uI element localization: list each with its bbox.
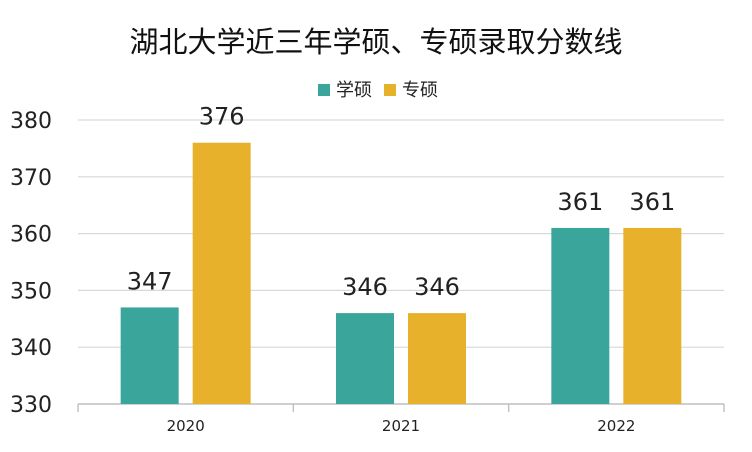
- legend-swatch-zhuanshuo: [384, 84, 396, 96]
- bar-2022-zhuanshuo: [623, 227, 682, 404]
- x-tick-2020: 2020: [167, 417, 205, 435]
- data-label-2020-xueshuo: 347: [127, 267, 173, 295]
- data-labels: 347 376 346 346 361 361: [127, 103, 675, 301]
- data-label-2021-xueshuo: 346: [342, 273, 388, 301]
- bar-2022-xueshuo: [551, 227, 610, 404]
- bar-2020-xueshuo: [120, 307, 179, 404]
- x-tick-2021: 2021: [382, 417, 420, 435]
- y-tick-350: 350: [10, 279, 52, 304]
- bars: [120, 142, 682, 404]
- data-label-2022-zhuanshuo: 361: [629, 188, 675, 216]
- grid-lines: [78, 119, 724, 405]
- legend-swatch-xueshuo: [318, 84, 330, 96]
- legend-label-zhuanshuo: 专硕: [402, 80, 438, 101]
- data-label-2020-zhuanshuo: 376: [199, 103, 245, 131]
- y-tick-360: 360: [10, 223, 52, 248]
- y-tick-340: 340: [10, 336, 52, 361]
- chart-title: 湖北大学近三年学硕、专硕录取分数线: [129, 25, 622, 59]
- bar-2021-xueshuo: [336, 313, 394, 404]
- bar-2020-zhuanshuo: [192, 142, 251, 404]
- y-axis: 330 340 350 360 370 380: [10, 109, 52, 418]
- y-tick-380: 380: [10, 109, 52, 134]
- legend: 学硕 专硕: [318, 80, 438, 101]
- x-tick-2022: 2022: [597, 417, 635, 435]
- legend-label-xueshuo: 学硕: [336, 80, 372, 101]
- y-tick-370: 370: [10, 166, 52, 191]
- x-axis: 2020 2021 2022: [77, 404, 725, 435]
- y-tick-330: 330: [10, 393, 52, 418]
- data-label-2022-xueshuo: 361: [557, 188, 603, 216]
- bar-2021-zhuanshuo: [408, 313, 466, 404]
- data-label-2021-zhuanshuo: 346: [414, 273, 460, 301]
